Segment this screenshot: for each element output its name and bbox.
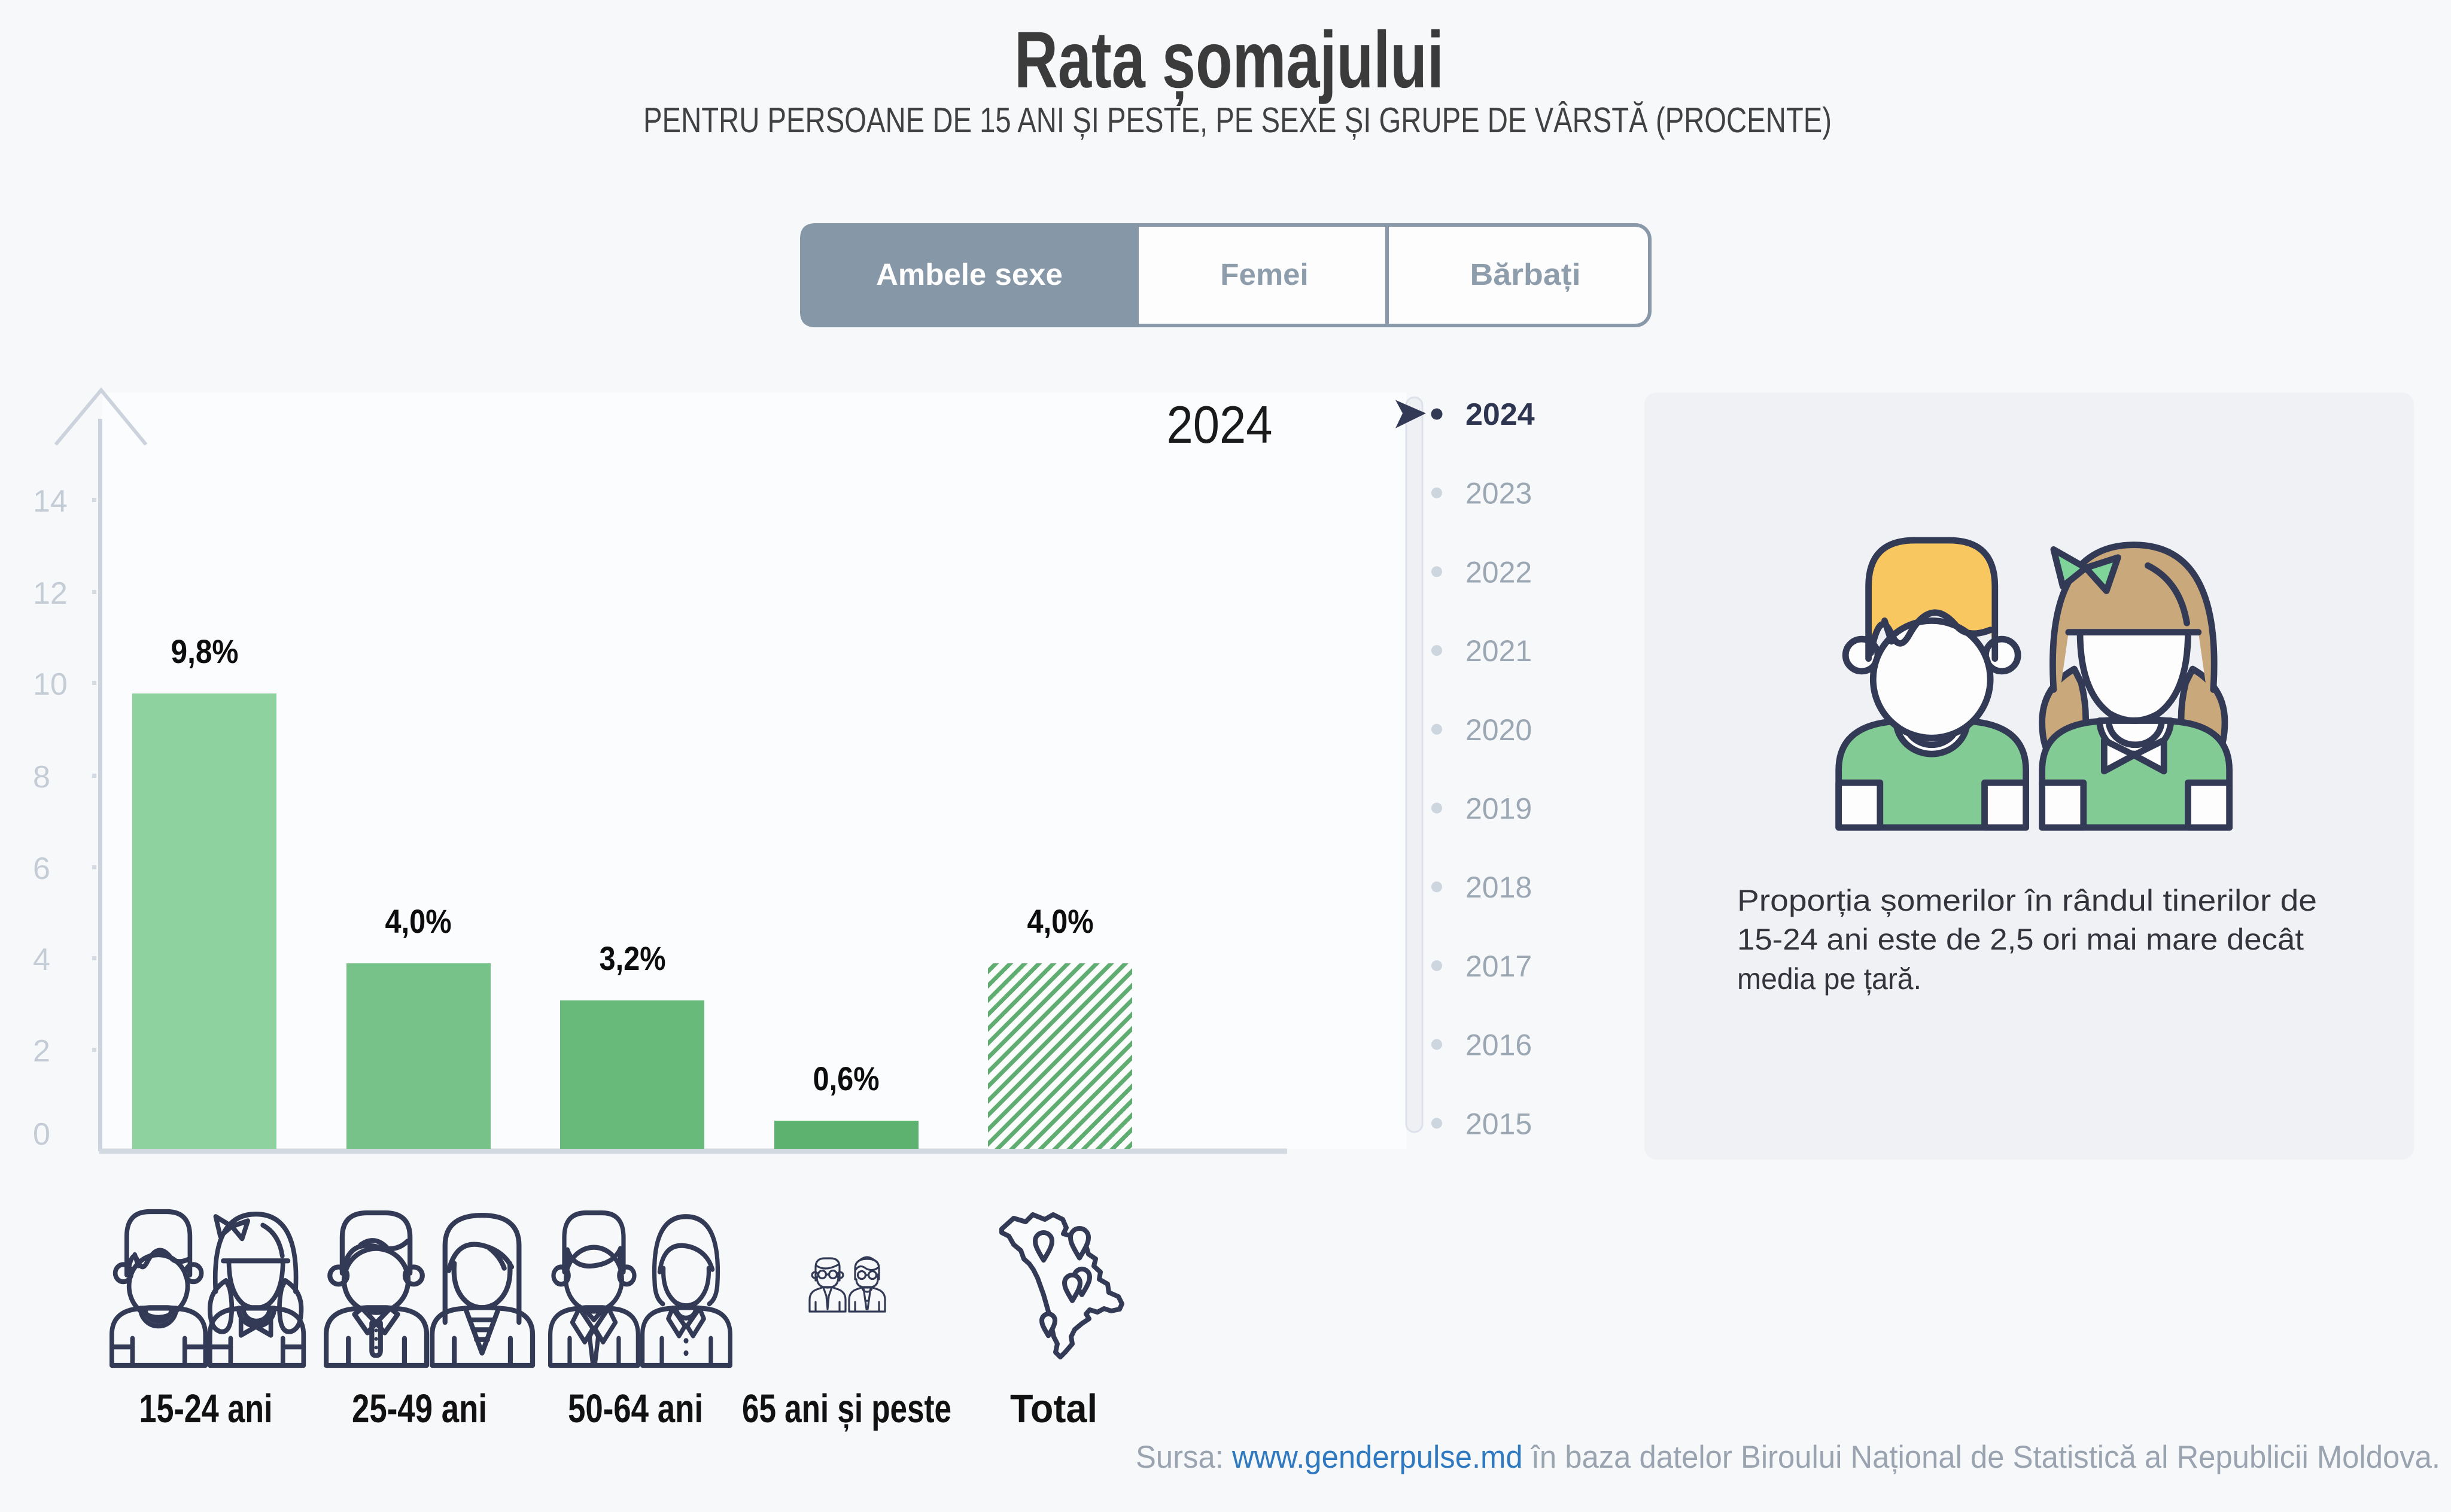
svg-text:6: 6	[33, 851, 50, 886]
svg-text:10: 10	[33, 667, 68, 702]
svg-text:2023: 2023	[1465, 477, 1532, 510]
svg-text:Femei: Femei	[1220, 257, 1308, 291]
svg-text:0: 0	[33, 1117, 50, 1152]
svg-text:2021: 2021	[1465, 634, 1532, 668]
svg-text:0,6%: 0,6%	[813, 1060, 880, 1097]
svg-text:4,0%: 4,0%	[1027, 902, 1094, 940]
svg-text:2016: 2016	[1465, 1029, 1532, 1062]
svg-text:2022: 2022	[1465, 555, 1532, 589]
svg-text:50-64 ani: 50-64 ani	[568, 1386, 703, 1431]
svg-text:65 ani și peste: 65 ani și peste	[742, 1386, 951, 1432]
svg-text:2: 2	[33, 1034, 50, 1069]
svg-text:14: 14	[33, 484, 68, 519]
svg-text:PENTRU PERSOANE DE 15 ANI ȘI P: PENTRU PERSOANE DE 15 ANI ȘI PESTE, PE S…	[643, 101, 1832, 140]
svg-text:2020: 2020	[1465, 713, 1532, 747]
svg-text:Bărbați: Bărbați	[1470, 257, 1581, 292]
svg-text:Ambele sexe: Ambele sexe	[876, 257, 1063, 291]
svg-text:15-24 ani este de 2,5 ori mai: 15-24 ani este de 2,5 ori mai mare decât	[1737, 923, 2304, 956]
svg-text:2018: 2018	[1465, 871, 1532, 904]
svg-text:Total: Total	[1010, 1386, 1097, 1431]
svg-text:Proporția șomerilor în rândul: Proporția șomerilor în rândul tinerilor …	[1737, 884, 2317, 917]
svg-text:9,8%: 9,8%	[171, 632, 239, 670]
svg-text:15-24 ani: 15-24 ani	[139, 1386, 273, 1431]
svg-text:12: 12	[33, 576, 68, 611]
svg-text:25-49 ani: 25-49 ani	[352, 1386, 487, 1431]
svg-text:2024: 2024	[1167, 395, 1273, 454]
svg-text:2024: 2024	[1465, 397, 1535, 432]
svg-text:Rata șomajului: Rata șomajului	[1014, 16, 1444, 106]
svg-text:2019: 2019	[1465, 792, 1532, 826]
svg-text:4,0%: 4,0%	[385, 902, 452, 940]
svg-text:2017: 2017	[1465, 950, 1532, 983]
svg-text:media pe țară.: media pe țară.	[1737, 962, 1921, 996]
svg-text:8: 8	[33, 760, 50, 795]
svg-text:3,2%: 3,2%	[600, 939, 666, 977]
svg-text:4: 4	[33, 942, 50, 977]
svg-text:Sursa: www.genderpulse.md în b: Sursa: www.genderpulse.md în baza datelo…	[1136, 1440, 2440, 1475]
svg-text:2015: 2015	[1465, 1107, 1532, 1140]
